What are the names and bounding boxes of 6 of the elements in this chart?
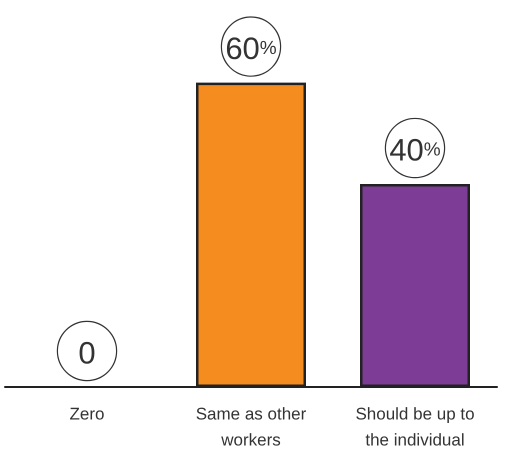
x-tick-label: Same as other workers	[196, 404, 307, 450]
data-label: 0	[78, 336, 96, 370]
x-tick-label: Zero	[70, 404, 104, 424]
data-label: 40%	[389, 132, 441, 168]
data-label: 60%	[225, 31, 277, 66]
x-tick-label: Should be up to the individual	[355, 404, 475, 450]
